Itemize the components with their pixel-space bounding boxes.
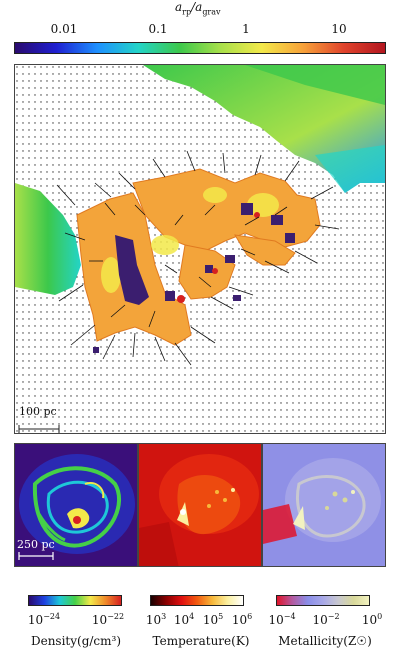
main-panel-map: [15, 65, 385, 433]
metallicity-map: [263, 458, 381, 544]
temperature-panel: [138, 443, 262, 567]
density-tick: 10−22: [91, 612, 125, 627]
main-panel: 100 pc: [14, 64, 386, 434]
metallicity-tick: 100: [361, 612, 383, 627]
temperature-tick: 103: [145, 612, 167, 627]
arrow-field: [56, 150, 340, 366]
temperature-map: [139, 454, 259, 566]
metallicity-tick: 10−4: [268, 612, 296, 627]
top-colorbar-title: arp/agrav: [175, 0, 221, 17]
main-scale-bar-label: 100 pc: [19, 405, 57, 418]
density-tick: 10−24: [27, 612, 61, 627]
temperature-tick: 106: [231, 612, 253, 627]
main-scale-bar: [18, 425, 60, 433]
top-colorbar-tick: 0.01: [50, 22, 78, 36]
density-colorbar: [28, 595, 122, 606]
temperature-tick: 105: [202, 612, 224, 627]
density-panel: 250 pc: [14, 443, 138, 567]
top-colorbar-tick: 0.1: [148, 22, 168, 36]
metallicity-panel: [262, 443, 386, 567]
temperature-label: Temperature(K): [152, 634, 250, 648]
metallicity-label: Metallicity(Z☉): [278, 634, 372, 648]
temperature-tick: 104: [173, 612, 195, 627]
top-colorbar-tick: 10: [331, 22, 347, 36]
green-region-left: [15, 183, 81, 295]
top-colorbar-tick: 1: [242, 22, 250, 36]
temperature-colorbar: [150, 595, 244, 606]
small-scale-bar-label: 250 pc: [17, 538, 55, 551]
indigo-pockets: [93, 203, 295, 353]
density-label: Density(g/cm³): [30, 634, 122, 648]
red-spots: [177, 212, 260, 303]
metallicity-tick: 10−2: [312, 612, 340, 627]
metallicity-colorbar: [276, 595, 370, 606]
top-colorbar: [14, 42, 386, 54]
yellow-highlights: [101, 187, 279, 293]
density-map: [18, 454, 135, 560]
